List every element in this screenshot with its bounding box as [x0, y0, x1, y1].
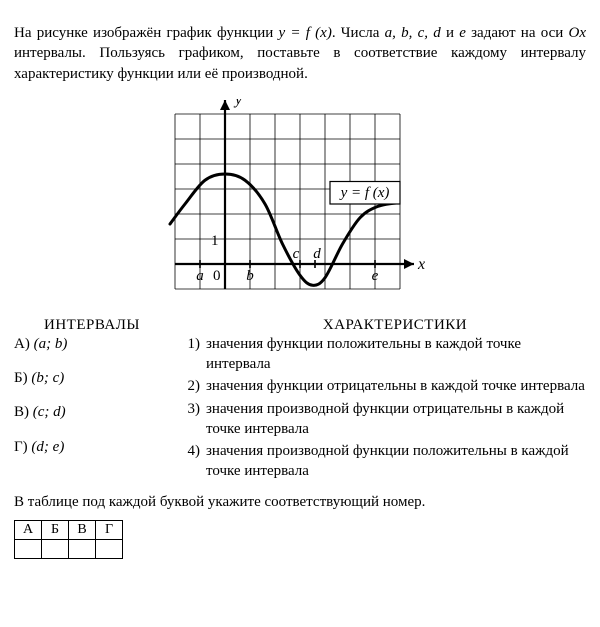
answer-table: А Б В Г — [14, 520, 123, 559]
char-2-num: 2) — [174, 376, 206, 396]
svg-text:y: y — [233, 99, 243, 108]
answer-head-v: В — [69, 520, 96, 539]
intro-p3: и — [441, 25, 460, 41]
svg-text:c: c — [293, 246, 300, 262]
answer-cell-b[interactable] — [42, 539, 69, 558]
intro-p1: На рисунке изображён график функции — [14, 25, 279, 41]
intro-p4: задают на оси — [466, 25, 569, 41]
characteristics-list: 1)значения функции положительны в каждой… — [174, 334, 586, 484]
char-1: значения функции положительны в каждой т… — [206, 334, 586, 375]
answer-head-a: А — [15, 520, 42, 539]
interval-v: (c; d) — [33, 404, 66, 420]
interval-b-label: Б) — [14, 370, 28, 386]
interval-a-label: А) — [14, 336, 30, 352]
footer-instruction: В таблице под каждой буквой укажите соот… — [14, 492, 586, 512]
svg-text:b: b — [246, 268, 254, 284]
intro-axis: Ox — [569, 25, 587, 41]
char-4-num: 4) — [174, 441, 206, 482]
interval-g-label: Г) — [14, 439, 28, 455]
intro-e: e — [459, 25, 466, 41]
answer-cell-v[interactable] — [69, 539, 96, 558]
intro-p5: интервалы. Пользуясь графиком, поставьте… — [14, 45, 586, 81]
answer-head-g: Г — [96, 520, 123, 539]
interval-a: (a; b) — [34, 336, 68, 352]
intervals-heading: ИНТЕРВАЛЫ — [14, 317, 204, 334]
answer-cell-a[interactable] — [15, 539, 42, 558]
function-graph: y = f (x) y x 1 0a b cd e — [155, 99, 445, 309]
svg-text:0: 0 — [213, 268, 221, 284]
interval-g: (d; e) — [31, 439, 64, 455]
char-1-num: 1) — [174, 334, 206, 375]
answer-cell-g[interactable] — [96, 539, 123, 558]
char-3-num: 3) — [174, 399, 206, 440]
intervals-list: А) (a; b) Б) (b; c) В) (c; d) Г) (d; e) — [14, 334, 174, 484]
char-4: значения производной функции положительн… — [206, 441, 586, 482]
problem-intro: На рисунке изображён график функции y = … — [14, 23, 586, 84]
interval-v-label: В) — [14, 404, 29, 420]
char-2: значения функции отрицательны в каждой т… — [206, 376, 586, 396]
intro-vars: a, b, c, d — [385, 25, 441, 41]
svg-text:d: d — [313, 246, 321, 262]
intro-fn: y = f (x) — [279, 25, 332, 41]
intro-p2: . Числа — [332, 25, 385, 41]
svg-text:a: a — [196, 268, 204, 284]
answer-head-b: Б — [42, 520, 69, 539]
char-3: значения производной функции отрицательн… — [206, 399, 586, 440]
svg-text:x: x — [417, 256, 425, 273]
interval-b: (b; c) — [31, 370, 64, 386]
svg-text:1: 1 — [211, 233, 219, 249]
characteristics-heading: ХАРАКТЕРИСТИКИ — [204, 317, 586, 334]
svg-text:y = f (x): y = f (x) — [339, 185, 390, 201]
svg-text:e: e — [372, 268, 379, 284]
